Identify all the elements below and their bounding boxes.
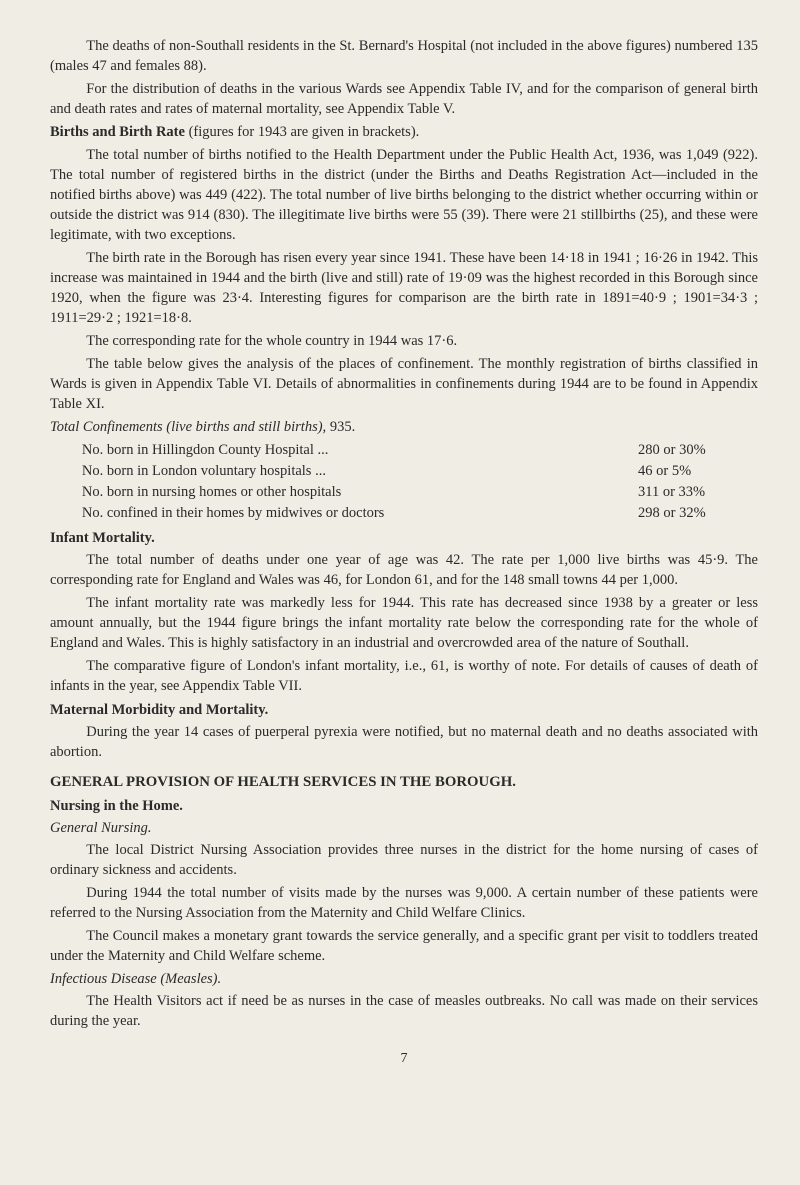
- list-label: No. confined in their homes by midwives …: [82, 503, 384, 524]
- confinements-list: No. born in Hillingdon County Hospital .…: [82, 440, 758, 524]
- births-heading: Births and Birth Rate: [50, 124, 185, 140]
- total-confinements-line: Total Confinements (live births and stil…: [50, 417, 758, 437]
- list-value: 298 or 32%: [638, 503, 758, 524]
- births-heading-tail: (figures for 1943 are given in brackets)…: [185, 124, 419, 140]
- list-label: No. born in nursing homes or other hospi…: [82, 482, 341, 503]
- list-dots: [328, 440, 638, 461]
- paragraph: The corresponding rate for the whole cou…: [50, 331, 758, 351]
- paragraph: The deaths of non-Southall residents in …: [50, 36, 758, 76]
- paragraph: The comparative figure of London's infan…: [50, 656, 758, 696]
- list-label: No. born in Hillingdon County Hospital .…: [82, 440, 329, 461]
- maternal-heading: Maternal Morbidity and Mortality.: [50, 700, 758, 720]
- paragraph: The table below gives the analysis of th…: [50, 354, 758, 414]
- page-number: 7: [50, 1049, 758, 1068]
- infant-mortality-heading: Infant Mortality.: [50, 528, 758, 548]
- list-row: No. born in Hillingdon County Hospital .…: [82, 440, 758, 461]
- list-dots: [384, 503, 638, 524]
- list-label: No. born in London voluntary hospitals .…: [82, 461, 326, 482]
- list-value: 280 or 30%: [638, 440, 758, 461]
- nursing-heading: Nursing in the Home.: [50, 796, 758, 816]
- infectious-disease-heading: Infectious Disease (Measles).: [50, 969, 758, 989]
- paragraph: The birth rate in the Borough has risen …: [50, 248, 758, 328]
- list-row: No. born in London voluntary hospitals .…: [82, 461, 758, 482]
- list-row: No. born in nursing homes or other hospi…: [82, 482, 758, 503]
- paragraph: During the year 14 cases of puerperal py…: [50, 722, 758, 762]
- list-dots: [341, 482, 638, 503]
- total-confinements-italic: Total Confinements (live births and stil…: [50, 419, 326, 435]
- general-nursing-heading: General Nursing.: [50, 818, 758, 838]
- list-value: 46 or 5%: [638, 461, 758, 482]
- list-row: No. confined in their homes by midwives …: [82, 503, 758, 524]
- paragraph: The Council makes a monetary grant towar…: [50, 926, 758, 966]
- paragraph: The local District Nursing Association p…: [50, 840, 758, 880]
- paragraph: The infant mortality rate was markedly l…: [50, 593, 758, 653]
- paragraph: For the distribution of deaths in the va…: [50, 79, 758, 119]
- paragraph: The total number of deaths under one yea…: [50, 550, 758, 590]
- list-value: 311 or 33%: [638, 482, 758, 503]
- births-heading-line: Births and Birth Rate (figures for 1943 …: [50, 122, 758, 142]
- list-dots: [326, 461, 638, 482]
- paragraph: The Health Visitors act if need be as nu…: [50, 991, 758, 1031]
- paragraph: The total number of births notified to t…: [50, 145, 758, 245]
- general-provision-heading: GENERAL PROVISION OF HEALTH SERVICES IN …: [50, 772, 758, 792]
- paragraph: During 1944 the total number of visits m…: [50, 883, 758, 923]
- page-container: The deaths of non-Southall residents in …: [0, 0, 800, 1099]
- total-confinements-tail: 935.: [326, 419, 355, 435]
